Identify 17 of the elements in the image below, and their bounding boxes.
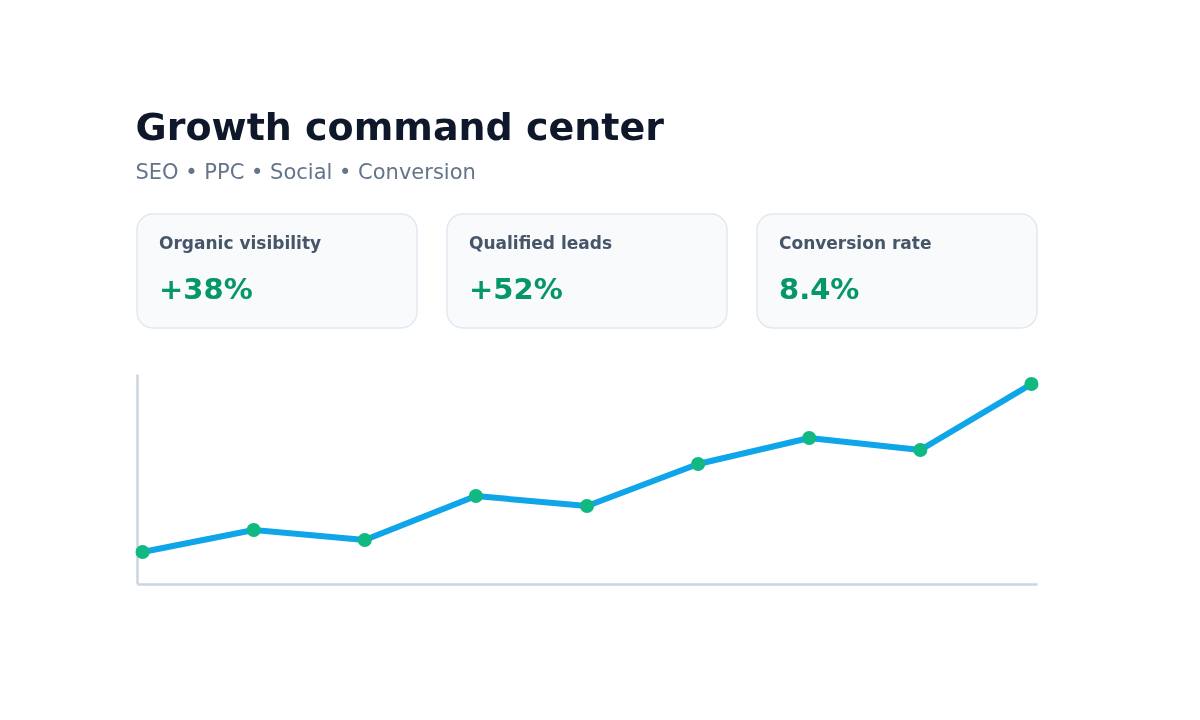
- text: +52%: [469, 272, 563, 306]
- point: [1024, 376, 1039, 392]
- point: [579, 498, 595, 514]
- point: [468, 488, 483, 504]
- text: +38%: [159, 272, 253, 306]
- point: [135, 544, 150, 560]
- chart-subtitle: SEO • PPC • Social • Conversion: [135, 160, 476, 185]
- point: [802, 430, 817, 446]
- chart-title: Growth command center: [135, 105, 665, 150]
- text: 8.4%: [779, 272, 860, 306]
- text: Conversion rate: [779, 233, 932, 253]
- text: Qualified leads: [469, 233, 613, 253]
- point: [913, 442, 928, 458]
- point: [246, 522, 261, 538]
- point: [357, 532, 372, 548]
- point: [691, 456, 706, 472]
- text: Organic visibility: [159, 233, 322, 253]
